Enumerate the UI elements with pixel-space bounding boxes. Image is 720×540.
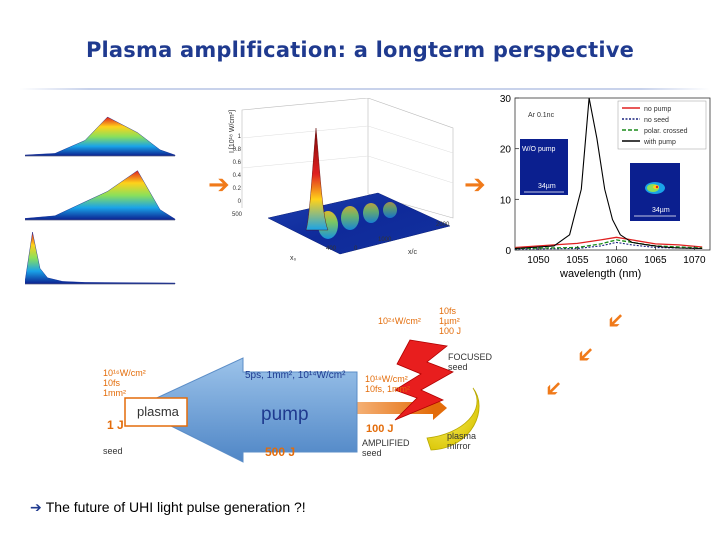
focused-beam-icon: [394, 339, 454, 421]
inset-left-label: W/O pump: [522, 146, 556, 153]
pulse-profile: [25, 170, 176, 221]
mirror-label: plasma mirror: [447, 431, 477, 451]
inset-right-scale: 34µm: [652, 207, 670, 214]
z-tick-label: 1: [238, 134, 242, 140]
focused-label: FOCUSED seed: [448, 352, 493, 372]
z-tick-label: 0.6: [233, 160, 242, 166]
inset-no-pump: [520, 139, 568, 195]
plasma-mirror-icon[interactable]: [426, 387, 480, 451]
flow-arrow-icon: ➔: [537, 373, 569, 404]
legend-entry: no pump: [644, 106, 671, 113]
z-tick-label: 0.4: [233, 173, 242, 179]
y-axis-label: x/c: [408, 249, 417, 256]
legend-entry: with pump: [643, 139, 676, 146]
x-tick: 400: [326, 246, 337, 252]
pump-label[interactable]: pump: [261, 404, 309, 425]
pump-energy: 500 J: [265, 445, 296, 459]
z-tick-label: 0: [238, 199, 242, 205]
pump-params: 5ps, 1mm², 10¹⁴W/cm²: [245, 370, 346, 381]
x-tick-label: 1070: [683, 255, 706, 266]
legend-entry: no seed: [644, 117, 669, 124]
seed-energy: 1 J: [107, 418, 124, 432]
y-tick: 1000: [378, 237, 392, 243]
z-tick-label: 0.2: [233, 186, 242, 192]
plasma-label[interactable]: plasma: [137, 404, 180, 419]
amplified-energy: 100 J: [366, 423, 394, 435]
flow-arrow-icon: ➔: [599, 305, 631, 336]
x-tick-label: 1060: [605, 255, 628, 266]
flow-arrow-icon: ➔: [464, 170, 486, 200]
focused-params-left: 10²⁴W/cm²: [378, 316, 421, 326]
title-divider: [20, 88, 710, 90]
y-tick-label: 0: [505, 246, 511, 257]
z-tick-label: 0.8: [233, 147, 242, 153]
amplified-params: 10¹⁸W/cm² 10fs, 1mm²: [365, 374, 411, 394]
x-axis-label: x₀: [290, 255, 297, 262]
spectrum-x-label: wavelength (nm): [559, 268, 641, 280]
page-title: Plasma amplification: a longterm perspec…: [85, 38, 635, 62]
amplification-schematic: plasma pump: [124, 339, 480, 463]
inset-left-scale: 34µm: [538, 183, 556, 190]
pulse-evolution-panel: [25, 116, 176, 285]
y-tick-label: 30: [500, 95, 512, 105]
y-tick-label: 20: [500, 145, 512, 156]
x-tick-label: 1055: [566, 255, 589, 266]
amplified-label: AMPLIFIED seed: [362, 438, 410, 458]
legend-entry: polar. crossed: [644, 128, 688, 135]
right-arrow-icon: ➔: [30, 500, 42, 516]
spectrum-annotation: Ar 0.1nc: [528, 112, 555, 119]
seed-params: 10¹⁶W/cm² 10fs 1mm²: [103, 368, 146, 398]
x-tick: 500: [232, 212, 243, 218]
x-tick-label: 1050: [527, 255, 550, 266]
z-axis-label: I [10¹⁸ W/cm²]: [229, 110, 236, 153]
pulse-profile: [25, 116, 176, 157]
series-line: [514, 97, 703, 250]
footer-text: The future of UHI light pulse generation…: [45, 499, 306, 515]
spectrum-chart: W/O pump 34µm 34µm Ar 0.1nc no pump no se…: [500, 95, 711, 280]
flow-arrow-icon: ➔: [208, 170, 230, 200]
intensity-3d-plot: 1 0.8 0.6 0.4 0.2 0 I [10¹⁸ W/cm²] x₀ x/c 500…: [229, 98, 454, 262]
x-tick: 0: [354, 246, 358, 252]
x-tick-label: 1065: [644, 255, 667, 266]
pulse-profile: [25, 231, 176, 285]
flow-arrow-icon: ➔: [569, 339, 601, 370]
y-tick-label: 10: [500, 195, 512, 206]
y-tick: 2000: [436, 222, 450, 228]
series-line: [514, 236, 703, 249]
focused-params-right: 10fs 1µm² 100 J: [439, 306, 462, 336]
footer-note: ➔ The future of UHI light pulse generatio…: [30, 499, 306, 516]
seed-label: seed: [103, 446, 123, 456]
